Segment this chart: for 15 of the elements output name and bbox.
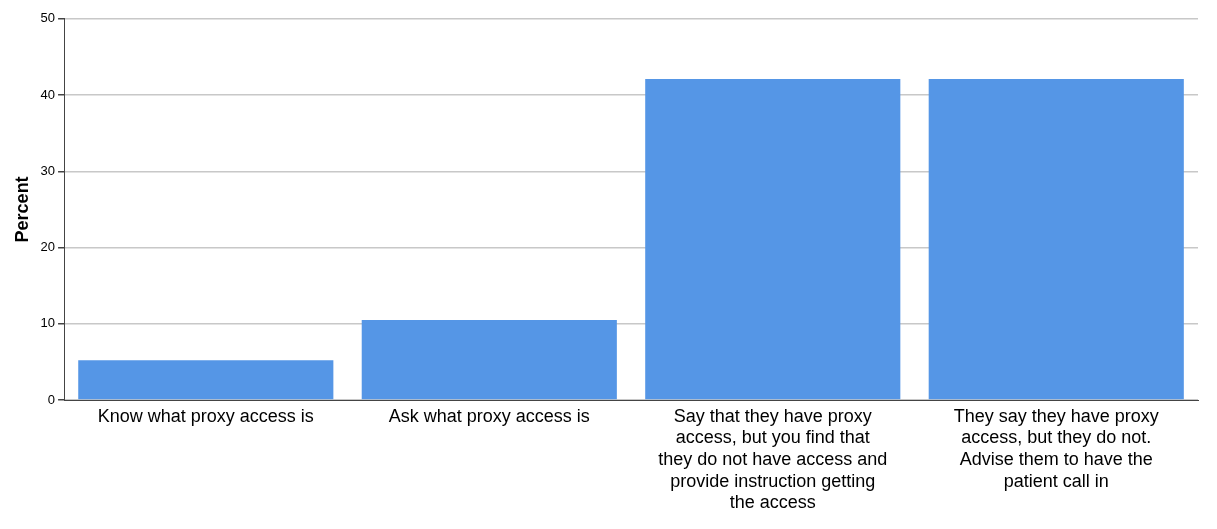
bar xyxy=(928,79,1184,400)
y-tick-label: 50 xyxy=(40,10,56,26)
bar xyxy=(645,79,901,400)
bar xyxy=(361,319,617,400)
y-tick-label: 20 xyxy=(40,239,56,255)
x-tick-label: They say they have proxy access, but they do not. Advise them to have the patient call in xyxy=(953,405,1159,491)
x-tick-label: Ask what proxy access is xyxy=(388,405,590,426)
y-tick-label: 40 xyxy=(40,86,56,102)
y-tick-label: 0 xyxy=(47,391,56,407)
y-axis-title: Percent xyxy=(11,176,32,243)
x-tick-label: Know what proxy access is xyxy=(97,405,314,426)
y-tick-label: 30 xyxy=(40,162,56,178)
y-tick-label: 10 xyxy=(40,315,56,331)
bar xyxy=(78,360,334,400)
x-tick-label: Say that they have proxy access, but you find that they do not have access and provide instruction getting the access xyxy=(658,405,888,513)
